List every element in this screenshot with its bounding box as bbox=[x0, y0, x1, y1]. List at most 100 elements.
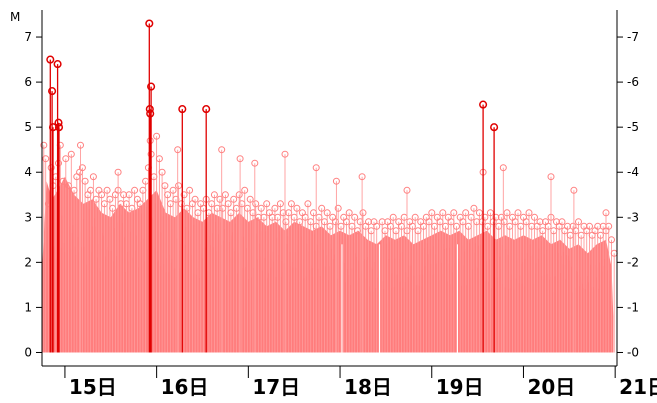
minor-event-marker bbox=[114, 168, 122, 176]
minor-event-marker bbox=[191, 195, 199, 203]
minor-event-marker bbox=[125, 191, 133, 199]
minor-event-marker bbox=[77, 141, 84, 149]
minor-event-marker bbox=[475, 209, 483, 217]
y-tick-label-right: -5 bbox=[627, 120, 639, 134]
y-tick-label-right: -0 bbox=[627, 345, 639, 359]
minor-event-marker bbox=[359, 209, 367, 217]
major-event-marker bbox=[147, 82, 156, 91]
minor-event-marker bbox=[263, 200, 271, 208]
minor-event-marker bbox=[345, 209, 353, 217]
minor-event-marker bbox=[175, 182, 183, 190]
minor-event-marker bbox=[153, 132, 161, 140]
y-tick-label-left: 5 bbox=[24, 120, 32, 134]
minor-event-marker bbox=[486, 209, 494, 217]
minor-event-marker bbox=[453, 222, 460, 230]
minor-event-marker bbox=[318, 204, 326, 212]
minor-event-marker bbox=[332, 177, 340, 185]
minor-event-marker bbox=[158, 168, 166, 176]
minor-event-marker bbox=[40, 141, 48, 149]
major-event-marker bbox=[146, 109, 155, 118]
minor-event-marker bbox=[525, 209, 533, 217]
major-event-marker bbox=[202, 105, 211, 114]
minor-event-marker bbox=[164, 191, 172, 199]
minor-event-marker bbox=[106, 195, 114, 203]
minor-event-marker bbox=[450, 209, 458, 217]
minor-event-marker bbox=[67, 150, 75, 158]
minor-event-marker bbox=[210, 191, 218, 199]
y-tick-label-left: 1 bbox=[24, 300, 32, 314]
minor-event-marker bbox=[323, 209, 331, 217]
minor-event-marker bbox=[62, 155, 70, 163]
minor-event-marker bbox=[389, 213, 397, 221]
axes: M 0 -0 1 -1 2 -2 3 -3 4 -4 5 -5 6 -6 7 -7 15日 16日 17日 18日 19… bbox=[10, 10, 657, 399]
minor-event-marker bbox=[216, 195, 224, 203]
major-event-marker bbox=[178, 105, 187, 114]
minor-event-marker bbox=[155, 155, 163, 163]
x-tick-label: 15日 bbox=[69, 375, 117, 399]
x-tick-label: 17日 bbox=[252, 375, 300, 399]
y-tick-label-left: 6 bbox=[24, 75, 32, 89]
minor-event-marker bbox=[281, 150, 289, 158]
minor-event-marker bbox=[224, 200, 232, 208]
y-tick-label-right: -7 bbox=[627, 30, 639, 44]
x-tick-label: 18日 bbox=[344, 375, 392, 399]
major-event-marker bbox=[53, 60, 62, 69]
minor-event-marker bbox=[236, 155, 244, 163]
x-tick-label: 21日 bbox=[619, 375, 657, 399]
minor-event-marker bbox=[81, 177, 89, 185]
minor-event-marker bbox=[169, 186, 177, 194]
y-tick-label-left: 4 bbox=[24, 165, 32, 179]
y-tick-label-left: 3 bbox=[24, 210, 32, 224]
minor-event-marker bbox=[131, 186, 139, 194]
minor-event-marker bbox=[531, 213, 538, 221]
x-tick-label: 16日 bbox=[161, 375, 209, 399]
minor-event-marker bbox=[287, 200, 295, 208]
minor-event-marker bbox=[602, 209, 610, 217]
minor-event-marker bbox=[98, 191, 106, 199]
minor-event-marker bbox=[462, 209, 470, 217]
minor-event-marker bbox=[481, 213, 489, 221]
minor-event-marker bbox=[403, 186, 411, 194]
y-tick-label-right: -1 bbox=[627, 300, 639, 314]
major-event-marker bbox=[48, 87, 57, 96]
minor-event-marker bbox=[586, 222, 593, 230]
minor-event-marker bbox=[514, 209, 522, 217]
y-tick-label-right: -2 bbox=[627, 255, 639, 269]
minor-event-marker bbox=[186, 186, 194, 194]
major-event-marker bbox=[54, 123, 64, 132]
minor-event-marker bbox=[304, 200, 312, 208]
minor-event-marker bbox=[351, 213, 359, 221]
y-tick-label-right: -4 bbox=[627, 165, 639, 179]
minor-event-marker bbox=[570, 186, 578, 194]
minor-event-marker bbox=[334, 204, 342, 212]
y-unit-label: M bbox=[10, 10, 20, 24]
major-event-marker bbox=[46, 55, 55, 64]
major-event-marker bbox=[490, 123, 499, 132]
y-tick-label-left: 2 bbox=[24, 255, 32, 269]
minor-event-marker bbox=[503, 209, 511, 217]
minor-event-marker bbox=[293, 204, 301, 212]
minor-event-marker bbox=[373, 222, 381, 230]
minor-event-marker bbox=[575, 218, 582, 226]
minor-event-marker bbox=[235, 191, 243, 199]
x-tick-label: 19日 bbox=[436, 375, 484, 399]
minor-events-layer bbox=[40, 132, 618, 353]
minor-event-marker bbox=[358, 173, 366, 181]
y-tick-label-right: -3 bbox=[627, 210, 639, 224]
y-tick-label-right: -6 bbox=[627, 75, 639, 89]
minor-event-marker bbox=[312, 164, 320, 172]
minor-event-marker bbox=[161, 182, 169, 190]
major-event-marker bbox=[145, 105, 154, 114]
minor-event-marker bbox=[257, 204, 265, 212]
minor-event-marker bbox=[78, 164, 86, 172]
major-event-marker bbox=[54, 118, 63, 127]
minor-event-marker bbox=[271, 204, 279, 212]
minor-event-marker bbox=[174, 146, 182, 154]
minor-event-marker bbox=[221, 191, 229, 199]
major-event-marker bbox=[145, 19, 154, 28]
minor-event-marker bbox=[218, 146, 226, 154]
major-events-layer bbox=[46, 19, 499, 353]
minor-event-marker bbox=[428, 209, 436, 217]
minor-event-marker bbox=[411, 213, 419, 221]
